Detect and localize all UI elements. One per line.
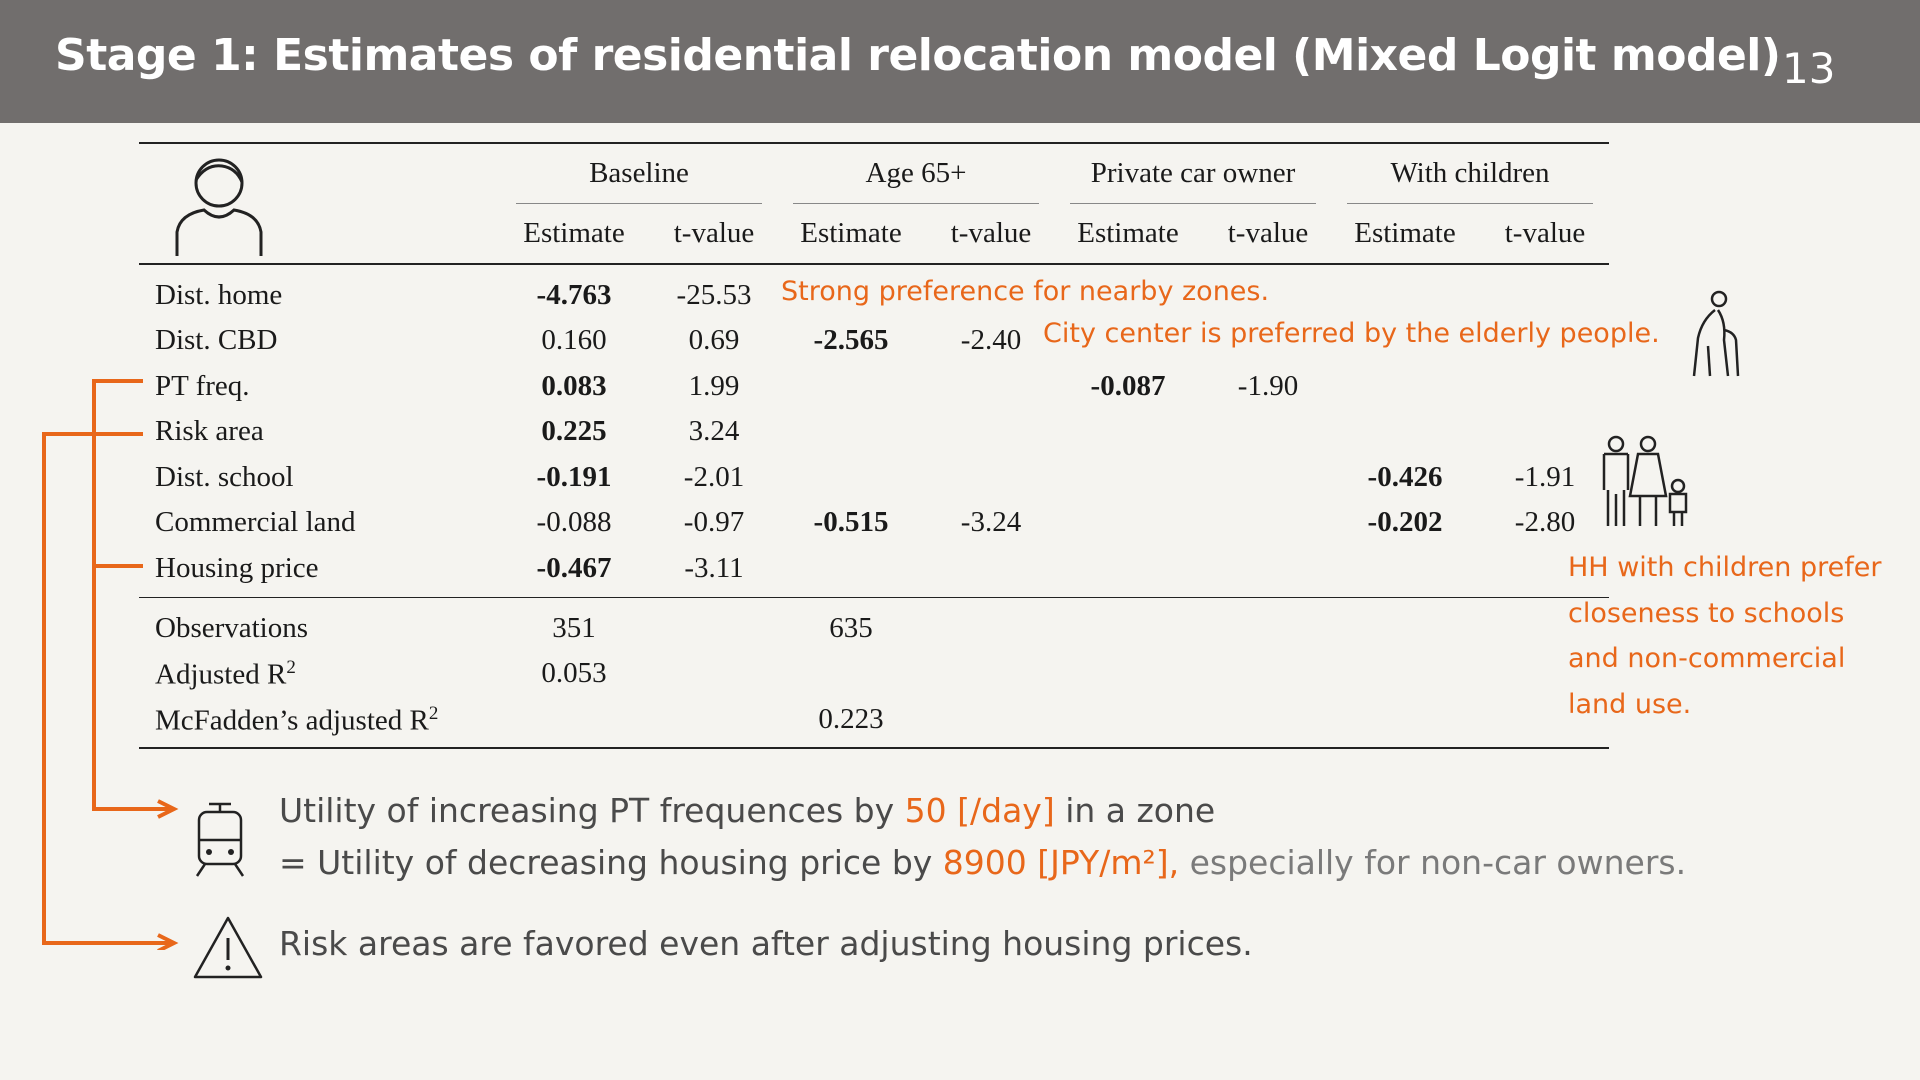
superscript: 2: [286, 657, 296, 678]
cell-age65-estimate: -2.565: [813, 324, 889, 356]
person-icon: [175, 158, 263, 256]
finding-text: = Utility of decreasing housing price by: [279, 843, 943, 882]
group-underline: [516, 203, 762, 204]
stat-age65-mcfadden-r2: 0.223: [818, 703, 884, 735]
cell-baseline-tvalue: 3.24: [688, 415, 740, 447]
finding-pt-line1: Utility of increasing PT frequences by 5…: [279, 791, 1215, 830]
cell-baseline-tvalue: -25.53: [676, 279, 752, 311]
train-icon: [195, 802, 245, 877]
group-header-car-owner: Private car owner: [1090, 157, 1296, 189]
cell-baseline-tvalue: -3.11: [684, 552, 744, 584]
stat-label-text: McFadden’s adjusted R: [155, 704, 429, 737]
subheader-tvalue: t-value: [1504, 217, 1586, 249]
finding-pt-line2: = Utility of decreasing housing price by…: [279, 843, 1686, 882]
stat-label-observations: Observations: [155, 612, 309, 644]
cell-baseline-estimate: 0.160: [541, 324, 607, 356]
subheader-estimate: Estimate: [1354, 217, 1456, 249]
row-label-dist-home: Dist. home: [155, 279, 283, 311]
note-elderly: City center is preferred by the elderly …: [1043, 318, 1660, 349]
warning-icon: [193, 916, 263, 979]
subheader-estimate: Estimate: [800, 217, 902, 249]
group-underline: [793, 203, 1039, 204]
header-bottom-rule: [139, 263, 1609, 265]
note-dist-home: Strong preference for nearby zones.: [781, 276, 1270, 307]
note-children-line3: and non-commercial: [1568, 643, 1846, 674]
subheader-tvalue: t-value: [673, 217, 755, 249]
cell-baseline-tvalue: -2.01: [683, 461, 745, 493]
superscript: 2: [428, 703, 439, 724]
subheader-estimate: Estimate: [1077, 217, 1179, 249]
cell-baseline-tvalue: 1.99: [688, 370, 740, 402]
stat-label-adjusted-r2: Adjusted R2: [155, 657, 296, 692]
cell-baseline-estimate: -0.191: [536, 461, 612, 493]
family-icon: [1602, 435, 1688, 526]
cell-baseline-tvalue: 0.69: [688, 324, 740, 356]
subheader-tvalue: t-value: [950, 217, 1032, 249]
page-number: 13: [1782, 44, 1836, 93]
stat-label-text: Adjusted R: [155, 658, 287, 691]
finding-highlight: 50 [/day]: [904, 791, 1055, 830]
row-label-risk-area: Risk area: [155, 415, 264, 447]
row-label-housing-price: Housing price: [155, 552, 319, 584]
elderly-person-icon: [1692, 290, 1740, 377]
note-children-line4: land use.: [1568, 689, 1692, 720]
cell-baseline-tvalue: -0.97: [683, 506, 745, 538]
cell-baseline-estimate: -0.088: [536, 506, 612, 538]
cell-children-estimate: -0.426: [1367, 461, 1443, 493]
group-header-baseline: Baseline: [589, 157, 689, 189]
subheader-estimate: Estimate: [523, 217, 625, 249]
row-label-dist-cbd: Dist. CBD: [155, 324, 278, 356]
row-label-commercial-land: Commercial land: [155, 506, 356, 538]
cell-age65-tvalue: -2.40: [960, 324, 1022, 356]
stat-age65-observations: 635: [829, 612, 873, 644]
pt-connector-arrow: [92, 379, 179, 819]
cell-age65-tvalue: -3.24: [960, 506, 1022, 538]
cell-car-owner-estimate: -0.087: [1090, 370, 1166, 402]
finding-text: Utility of increasing PT frequences by: [279, 791, 905, 830]
stat-baseline-observations: 351: [552, 612, 596, 644]
row-label-dist-school: Dist. school: [155, 461, 294, 493]
stat-baseline-adjusted-r2: 0.053: [541, 657, 607, 689]
stats-separator-rule: [139, 597, 1609, 598]
header-bar: Stage 1: Estimates of residential reloca…: [0, 0, 1920, 123]
stat-label-mcfadden-r2: McFadden’s adjusted R2: [155, 703, 438, 738]
group-header-children: With children: [1390, 157, 1550, 189]
risk-connector-arrow: [42, 432, 179, 950]
cell-baseline-estimate: 0.083: [541, 370, 607, 402]
subheader-tvalue: t-value: [1227, 217, 1309, 249]
note-children-line2: closeness to schools: [1568, 598, 1845, 629]
note-children-line1: HH with children prefer: [1568, 552, 1882, 583]
page-title: Stage 1: Estimates of residential reloca…: [55, 30, 1781, 81]
cell-baseline-estimate: 0.225: [541, 415, 607, 447]
group-underline: [1347, 203, 1593, 204]
finding-text: especially for non-car owners.: [1179, 843, 1687, 882]
cell-baseline-estimate: -0.467: [536, 552, 612, 584]
cell-children-tvalue: -2.80: [1514, 506, 1576, 538]
finding-text: in a zone: [1054, 791, 1216, 830]
finding-risk: Risk areas are favored even after adjust…: [279, 924, 1253, 963]
group-underline: [1070, 203, 1316, 204]
cell-children-estimate: -0.202: [1367, 506, 1443, 538]
table-bottom-rule: [139, 747, 1609, 749]
finding-highlight: 8900 [JPY/m²],: [942, 843, 1180, 882]
table-top-rule: [139, 142, 1609, 144]
cell-car-owner-tvalue: -1.90: [1237, 370, 1299, 402]
cell-children-tvalue: -1.91: [1514, 461, 1576, 493]
group-header-age65: Age 65+: [865, 157, 967, 189]
row-label-pt-freq: PT freq.: [155, 370, 250, 402]
cell-baseline-estimate: -4.763: [536, 279, 612, 311]
cell-age65-estimate: -0.515: [813, 506, 889, 538]
